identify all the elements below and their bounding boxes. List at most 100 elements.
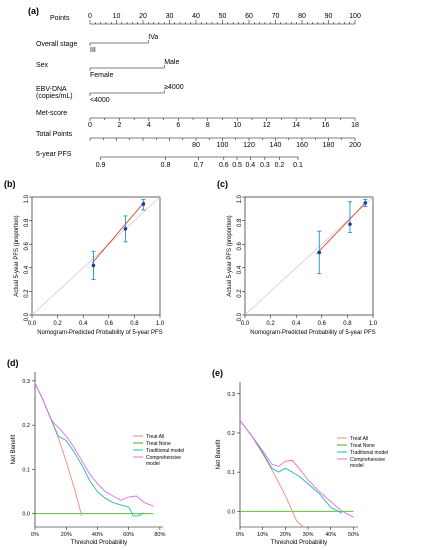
met-score-tick-label: 18 [351, 122, 359, 129]
calibration-fit-line-c [316, 201, 367, 254]
x-tick-label-e: 30% [303, 532, 314, 538]
y-tick-label-e: 0.1 [227, 470, 235, 476]
x-tick-label-c: 0.0 [241, 321, 250, 327]
y-tick-label-e: 0.3 [227, 392, 235, 398]
points-axis-tick-label: 80 [298, 13, 306, 20]
panel-label-d: (d) [7, 358, 19, 368]
panel-label-c: (c) [217, 179, 228, 189]
sex-level-low: Female [90, 72, 113, 79]
legend-label-e: model [350, 463, 364, 469]
pfs-tick-label: 0.4 [245, 162, 255, 169]
legend-label-e: Comprehensive [350, 457, 385, 463]
y-axis-title-d: Net Benefit [11, 434, 17, 464]
x-tick-label-d: 40% [92, 532, 103, 538]
plot-frame-c [244, 196, 374, 316]
ideal-line-b [31, 196, 161, 316]
pfs-tick-label: 0.2 [275, 162, 285, 169]
x-tick-label-d: 0% [31, 532, 39, 538]
y-axis-title-c: Actual 5-year PFS (proportion) [227, 215, 233, 296]
calibration-point-c [317, 250, 322, 255]
total-points-tick-label: 160 [296, 142, 308, 149]
series-line-traditional-model-e [239, 420, 343, 514]
met-score-tick-label: 14 [292, 122, 300, 129]
pfs-tick-label: 0.9 [96, 162, 106, 169]
points-axis-tick-label: 50 [219, 13, 227, 20]
points-axis-tick-label: 70 [272, 13, 280, 20]
y-tick-label-c: 0.0 [237, 312, 243, 321]
pfs-tick-label: 0.6 [219, 162, 229, 169]
points-axis-tick-label: 20 [139, 13, 147, 20]
points-axis-tick-label: 0 [88, 13, 92, 20]
x-tick-label-c: 0.2 [266, 321, 275, 327]
overall-stage-level-high: IVa [148, 34, 158, 41]
legend-label-d: Traditional model [146, 448, 184, 454]
y-tick-label-e: 0.0 [227, 509, 235, 515]
pfs-label: 5-year PFS [36, 151, 72, 158]
legend-label-d: model [146, 461, 160, 467]
y-tick-label-c: 0.6 [237, 242, 243, 251]
x-tick-label-b: 1.0 [156, 321, 165, 327]
x-tick-label-d: 80% [154, 532, 165, 538]
x-axis-title-d: Threshold Probability [71, 540, 127, 546]
calibration-fit-line-b [91, 201, 145, 264]
y-tick-label-d: 0.1 [22, 467, 30, 473]
x-tick-label-c: 1.0 [369, 321, 378, 327]
series-line-traditional-model-d [34, 382, 145, 517]
nomogram-row-points-label: Points [50, 15, 70, 22]
points-axis-tick-label: 90 [325, 13, 333, 20]
points-axis-tick-label: 10 [113, 13, 121, 20]
met-score-tick-label: 2 [117, 122, 121, 129]
total-points-tick-label: 100 [217, 142, 229, 149]
met-score-tick-label: 10 [233, 122, 241, 129]
legend-label-e: Treat None [350, 443, 375, 449]
series-line-comprehensive-model-e [239, 420, 354, 518]
calibration-point-b [123, 227, 128, 231]
legend-label-d: Treat All [146, 434, 164, 440]
x-tick-label-e: 0% [236, 532, 244, 538]
met-score-tick-label: 6 [176, 122, 180, 129]
x-tick-label-b: 0.4 [79, 321, 88, 327]
met-score-tick-label: 0 [88, 122, 92, 129]
x-axis-title-c: Nomogram-Predicted Probability of 5-year… [250, 330, 375, 336]
legend-label-e: Traditional model [350, 450, 388, 456]
y-tick-label-c: 0.4 [237, 265, 243, 274]
total-points-label: Total Points [36, 131, 73, 138]
y-tick-label-b: 0.2 [24, 289, 30, 298]
series-line-comprehensive-model-d [34, 382, 154, 507]
pfs-tick-label: 0.8 [161, 162, 171, 169]
x-tick-label-b: 0.2 [53, 321, 62, 327]
pfs-tick-label: 0.5 [232, 162, 242, 169]
x-tick-label-e: 20% [280, 532, 291, 538]
y-tick-label-b: 0.6 [24, 242, 30, 251]
sex-level-high: Male [164, 59, 179, 66]
points-axis-tick-label: 30 [166, 13, 174, 20]
x-tick-label-d: 20% [61, 532, 72, 538]
ebv-dna-label: EBV-DNA [36, 86, 67, 93]
x-tick-label-e: 10% [257, 532, 268, 538]
ebv-dna-label: (copies/mL) [36, 93, 73, 100]
calibration-point-c [363, 201, 368, 205]
y-tick-label-c: 0.2 [237, 289, 243, 298]
met-score-tick-label: 8 [206, 122, 210, 129]
y-axis-title-e: Net Benefit [216, 439, 222, 469]
met-score-tick-label: 12 [263, 122, 271, 129]
overall-stage-level-low: III [90, 47, 96, 54]
pfs-tick-label: 0.1 [293, 162, 303, 169]
y-tick-label-d: 0.3 [22, 379, 30, 385]
pfs-tick-label: 0.3 [260, 162, 270, 169]
y-tick-label-b: 1.0 [24, 194, 30, 203]
total-points-tick-label: 180 [323, 142, 335, 149]
ebv-dna-level-high: ≥4000 [164, 84, 184, 91]
y-tick-label-d: 0.0 [22, 512, 30, 518]
x-tick-label-c: 0.6 [318, 321, 327, 327]
x-axis-title-e: Threshold Probability [271, 540, 327, 546]
points-axis-tick-label: 100 [349, 13, 361, 20]
y-tick-label-c: 1.0 [237, 194, 243, 203]
y-tick-label-b: 0.0 [24, 312, 30, 321]
overall-stage-label: Overall stage [36, 41, 77, 48]
sex-label: Sex [36, 62, 49, 69]
pfs-tick-label: 0.7 [194, 162, 204, 169]
total-points-tick-label: 140 [270, 142, 282, 149]
legend-label-d: Comprehensive [146, 455, 181, 461]
total-points-tick-label: 200 [349, 142, 361, 149]
